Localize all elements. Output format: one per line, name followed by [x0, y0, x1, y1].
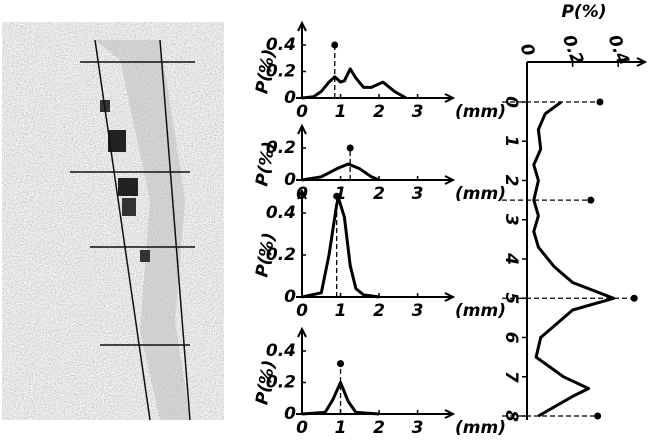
x-tick-label: 0 [296, 102, 308, 122]
y-tick-label: 4 [501, 252, 521, 265]
x-tick-label: 2 [373, 418, 385, 438]
y-tick-label: 2 [501, 175, 521, 187]
marker-dot [630, 294, 638, 302]
y-tick-label: 0.2 [266, 245, 296, 265]
y-axis [297, 188, 307, 297]
x-tick-label: 2 [373, 102, 385, 122]
data-line [301, 162, 380, 182]
y-tick-label: 1 [501, 135, 521, 147]
y-axis-label: P(%) [252, 231, 280, 279]
x-tick-label: 1 [335, 301, 347, 321]
x-tick-label: 3 [412, 301, 424, 321]
photo [2, 22, 224, 421]
marker-dot [346, 144, 354, 152]
y-tick-label: 0 [284, 88, 296, 108]
y-tick-label: 0.4 [266, 35, 296, 55]
x-tick-label: 3 [412, 102, 424, 122]
x-axis [527, 57, 648, 67]
marker-dot [594, 412, 602, 420]
x-tick-label: 1 [335, 102, 347, 122]
y-axis [297, 326, 307, 414]
marker-dot [596, 98, 604, 106]
marker-dot [587, 196, 595, 204]
x-tick-label: 3 [412, 418, 424, 438]
x-tick-label: 1 [335, 184, 347, 204]
y-tick-label: 0.2 [266, 62, 296, 82]
x-tick-label: 3 [412, 184, 424, 204]
x-axis-label: (mm) [455, 301, 506, 321]
y-tick-label: 0.4 [266, 203, 296, 223]
y-axis-label: P(%) [252, 48, 280, 96]
marker-dot [337, 360, 345, 368]
y-tick-label: 0.2 [266, 373, 296, 393]
data-line [301, 67, 407, 100]
marker-dot [331, 41, 339, 49]
y-tick-label: 0.2 [266, 138, 296, 158]
y-tick-label: 0 [284, 170, 296, 190]
data-line [532, 100, 616, 418]
data-line [301, 196, 380, 299]
y-tick-label: 6 [501, 332, 521, 344]
x-tick-label: 0 [296, 301, 308, 321]
x-tick-label: 2 [373, 301, 385, 321]
x-axis-label: (mm) [455, 184, 506, 204]
x-axis-label: (mm) [455, 418, 506, 438]
x-tick-label: 0 [296, 418, 308, 438]
y-axis-label: P(%) [252, 140, 280, 188]
y-axis [297, 123, 307, 180]
y-tick-label: 0 [284, 404, 296, 424]
y-tick-label: 3 [501, 214, 521, 226]
y-axis-label: P(%) [252, 359, 280, 407]
x-axis [296, 93, 456, 103]
data-line [301, 381, 380, 416]
y-tick-label: 7 [501, 371, 521, 383]
x-tick-label: 0 [516, 41, 539, 59]
axis-label: P(%) [561, 2, 606, 22]
y-tick-label: 0.4 [266, 341, 296, 361]
x-tick-label: 2 [373, 184, 385, 204]
x-axis-label: (mm) [455, 102, 506, 122]
x-axis [296, 175, 456, 185]
y-tick-label: 0 [284, 287, 296, 307]
y-axis [297, 20, 307, 98]
x-tick-label: 1 [335, 418, 347, 438]
